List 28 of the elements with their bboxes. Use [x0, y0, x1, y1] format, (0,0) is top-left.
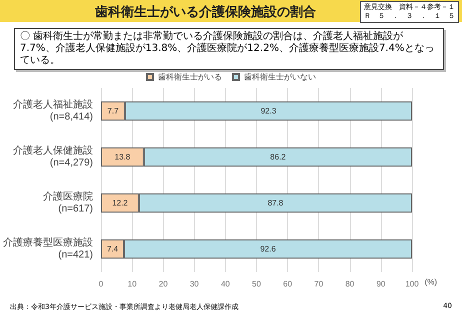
x-tick-label: 80: [345, 280, 355, 288]
x-axis-title: (%): [424, 278, 438, 286]
y-tick-label: 介護療養型医療施設 (n=421): [3, 236, 93, 260]
chart-subtitle: 〇 歯科衛生士が常勤または非常勤でいる介護保険施設の割合は、介護老人福祉施設が7.7%、介護老人保健施設が13.8%、介護医療院が12.2%、介護療養型医療施設7.4%となっている。: [14, 28, 444, 70]
data-label: 92.3: [260, 106, 277, 116]
y-tick-label: 介護老人保健施設 (n=4,279): [13, 144, 93, 168]
x-tick-label: 20: [158, 280, 168, 288]
x-tick-label: 0: [98, 280, 104, 288]
x-tick-label: 90: [376, 280, 386, 288]
legend-label: 歯科衛生士がいない: [244, 72, 316, 82]
y-tick-label: 介護老人福祉施設 (n=8,414): [13, 98, 93, 122]
x-tick-label: 70: [314, 280, 324, 288]
data-label: 92.6: [260, 244, 276, 254]
y-tick-label: 介護医療院 (n=617): [43, 190, 93, 214]
data-label: 86.2: [270, 152, 286, 162]
x-tick-label: 100: [405, 280, 420, 288]
chart-title: 歯科衛生士がいる介護保険施設の割合: [95, 4, 316, 21]
data-label: 7.7: [107, 106, 120, 116]
x-tick-label: 50: [252, 280, 262, 288]
x-tick-label: 60: [283, 280, 293, 288]
x-tick-label: 40: [220, 280, 230, 288]
data-label: 87.8: [268, 198, 284, 208]
x-tick-label: 30: [190, 280, 200, 288]
data-label: 13.8: [114, 152, 131, 162]
legend-label: 歯科衛生士がいる: [158, 72, 222, 82]
data-label: 12.2: [112, 198, 128, 208]
x-tick-label: 10: [128, 280, 138, 288]
data-label: 7.4: [106, 244, 119, 254]
